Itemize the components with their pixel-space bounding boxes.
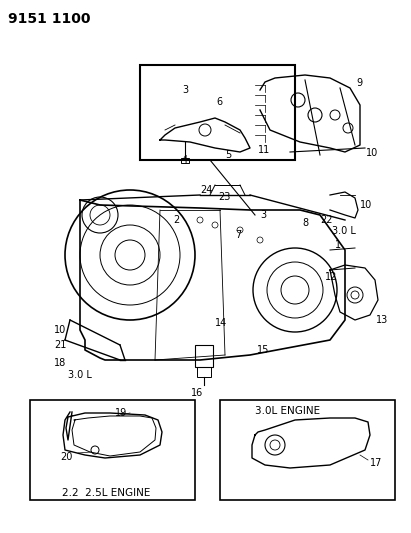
Bar bbox=[197, 367, 211, 377]
Text: 3: 3 bbox=[260, 210, 266, 220]
Text: 4: 4 bbox=[182, 155, 188, 165]
Text: 23: 23 bbox=[218, 192, 231, 202]
Text: 11: 11 bbox=[258, 145, 270, 155]
Text: 9151 1100: 9151 1100 bbox=[8, 12, 90, 26]
Text: 3: 3 bbox=[182, 85, 188, 95]
Text: 2: 2 bbox=[173, 215, 179, 225]
Bar bbox=[30, 400, 195, 500]
Text: 16: 16 bbox=[191, 388, 203, 398]
Text: 3.0 L: 3.0 L bbox=[332, 226, 356, 236]
Text: 22: 22 bbox=[320, 215, 332, 225]
Bar bbox=[140, 65, 295, 160]
Text: 9: 9 bbox=[356, 78, 362, 88]
Text: 10: 10 bbox=[54, 325, 66, 335]
Text: 21: 21 bbox=[54, 340, 66, 350]
Text: 17: 17 bbox=[370, 458, 382, 468]
Text: 24: 24 bbox=[200, 185, 212, 195]
Bar bbox=[195, 345, 213, 367]
Text: 1: 1 bbox=[335, 240, 341, 250]
Text: 3.0 L: 3.0 L bbox=[68, 370, 92, 380]
Text: 12: 12 bbox=[325, 272, 337, 282]
Text: 10: 10 bbox=[366, 148, 378, 158]
Text: 14: 14 bbox=[215, 318, 227, 328]
Text: 5: 5 bbox=[225, 150, 231, 160]
Bar bbox=[181, 158, 189, 163]
Text: 19: 19 bbox=[115, 408, 127, 418]
Text: 3.0L ENGINE: 3.0L ENGINE bbox=[255, 406, 320, 416]
Bar bbox=[220, 400, 395, 500]
Text: 7: 7 bbox=[235, 230, 241, 240]
Text: 15: 15 bbox=[257, 345, 269, 355]
Text: 8: 8 bbox=[302, 218, 308, 228]
Text: 20: 20 bbox=[60, 452, 72, 462]
Text: 13: 13 bbox=[376, 315, 388, 325]
Text: 18: 18 bbox=[54, 358, 66, 368]
Text: 6: 6 bbox=[216, 97, 222, 107]
Text: 10: 10 bbox=[360, 200, 372, 210]
Text: 2.2  2.5L ENGINE: 2.2 2.5L ENGINE bbox=[62, 488, 150, 498]
